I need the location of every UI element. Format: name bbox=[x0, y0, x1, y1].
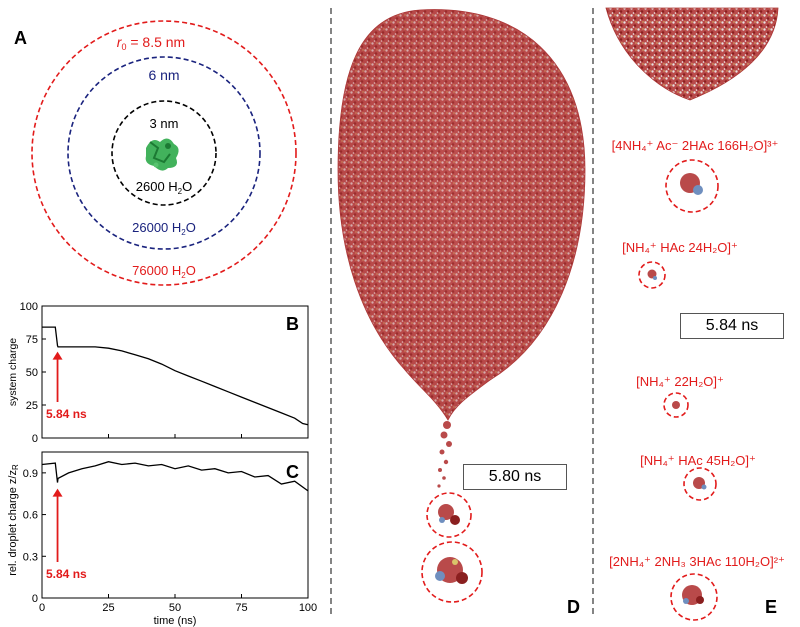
panel-a: A r0 = 8.5 nm 6 nm 3 nm 2600 H2O 26000 H… bbox=[14, 20, 297, 286]
panel-c-ytick-label: 0.6 bbox=[23, 510, 38, 522]
panel-d: D bbox=[337, 9, 586, 617]
cluster-label-2: [NH₄⁺ HAc 24H₂O]⁺ bbox=[622, 240, 738, 255]
r0-value: = 8.5 nm bbox=[126, 34, 185, 50]
panel-c-xtick-label: 50 bbox=[169, 602, 181, 614]
outer-circle-r0 bbox=[31, 20, 297, 286]
ejected-cluster-2 bbox=[435, 557, 468, 584]
cluster-3 bbox=[672, 401, 680, 409]
panel-e-letter: E bbox=[765, 597, 777, 617]
cluster-circle-4 bbox=[683, 467, 717, 501]
label-2600-water: 2600 H2O bbox=[136, 179, 193, 196]
panel-c-series-line bbox=[41, 461, 309, 492]
panel-e: [4NH₄⁺ Ac⁻ 2HAc 166H₂O]³⁺ [NH₄⁺ HAc 24H₂… bbox=[605, 7, 785, 621]
panel-d-letter: D bbox=[567, 597, 580, 617]
panel-c-xtick-label: 75 bbox=[235, 602, 247, 614]
protein-icon bbox=[145, 138, 179, 171]
inner-circle-3nm bbox=[111, 100, 217, 206]
cluster-circle-5 bbox=[670, 573, 718, 621]
cluster-circle-1 bbox=[665, 159, 719, 213]
ejected-cluster-1 bbox=[438, 504, 460, 525]
panel-c-ytick-label: 0.3 bbox=[23, 551, 38, 563]
cluster-1 bbox=[680, 173, 703, 195]
panel-b-ytick-label: 0 bbox=[32, 433, 38, 445]
panel-c-letter: C bbox=[286, 462, 299, 482]
panel-b-ytick-label: 75 bbox=[26, 334, 38, 346]
ejected-cluster-circle-1 bbox=[426, 492, 472, 538]
panel-b-chart: B system charge 0 25 50 75 100 5.84 ns bbox=[7, 301, 309, 445]
panel-b-ylabel: system charge bbox=[7, 338, 19, 406]
cluster-4 bbox=[693, 477, 707, 490]
droplet-tail bbox=[437, 421, 452, 488]
r0-subscript: 0 bbox=[121, 42, 126, 52]
panel-c-xlabel: time (ns) bbox=[154, 615, 197, 627]
label-26000-water: 26000 H2O bbox=[132, 220, 196, 237]
ejected-cluster-circle-2 bbox=[421, 541, 483, 603]
time-label-d: 5.80 ns bbox=[463, 464, 567, 490]
panel-c-ytick-label: 0 bbox=[32, 593, 38, 605]
panel-c-annotation-label: 5.84 ns bbox=[46, 567, 87, 581]
panel-c-chart: C rel. droplet charge z/zR time (ns) 0 0.… bbox=[7, 451, 317, 627]
panel-b-ytick-label: 25 bbox=[26, 400, 38, 412]
panel-c-ylabel: rel. droplet charge z/zR bbox=[7, 464, 20, 576]
cluster-label-3: [NH₄⁺ 22H₂O]⁺ bbox=[636, 374, 724, 389]
time-label-e: 5.84 ns bbox=[680, 313, 784, 339]
label-6nm: 6 nm bbox=[148, 67, 179, 83]
cluster-2 bbox=[647, 269, 657, 280]
cluster-label-1: [4NH₄⁺ Ac⁻ 2HAc 166H₂O]³⁺ bbox=[612, 138, 779, 153]
cluster-5 bbox=[682, 585, 704, 605]
svg-text:r0 = 8.5 nm: r0 = 8.5 nm bbox=[117, 34, 185, 52]
label-76000-water: 76000 H2O bbox=[132, 263, 196, 280]
panel-c-xtick-label: 0 bbox=[39, 602, 45, 614]
r0-symbol: r bbox=[117, 34, 123, 50]
panel-b-ytick-label: 50 bbox=[26, 367, 38, 379]
panel-a-letter: A bbox=[14, 28, 27, 48]
cluster-circle-2 bbox=[638, 261, 666, 289]
panel-b-series-line bbox=[42, 326, 309, 426]
panel-c-xtick-label: 100 bbox=[299, 602, 317, 614]
panel-c-xtick-label: 25 bbox=[102, 602, 114, 614]
cluster-label-5: [2NH₄⁺ 2NH₃ 3HAc 110H₂O]²⁺ bbox=[609, 554, 785, 569]
panel-c-ytick-label: 0.9 bbox=[23, 468, 38, 480]
panel-b-ytick-label: 100 bbox=[20, 301, 38, 313]
droplet-remainder-image bbox=[605, 7, 779, 101]
panel-c-arrowhead bbox=[52, 488, 63, 497]
panel-b-letter: B bbox=[286, 314, 299, 334]
panel-b-annotation-label: 5.84 ns bbox=[46, 407, 87, 421]
label-3nm: 3 nm bbox=[150, 116, 179, 131]
middle-circle-6nm bbox=[67, 56, 261, 250]
cluster-label-4: [NH₄⁺ HAc 45H₂O]⁺ bbox=[640, 453, 756, 468]
panel-b-arrowhead bbox=[52, 351, 63, 360]
cluster-circle-3 bbox=[663, 392, 689, 418]
